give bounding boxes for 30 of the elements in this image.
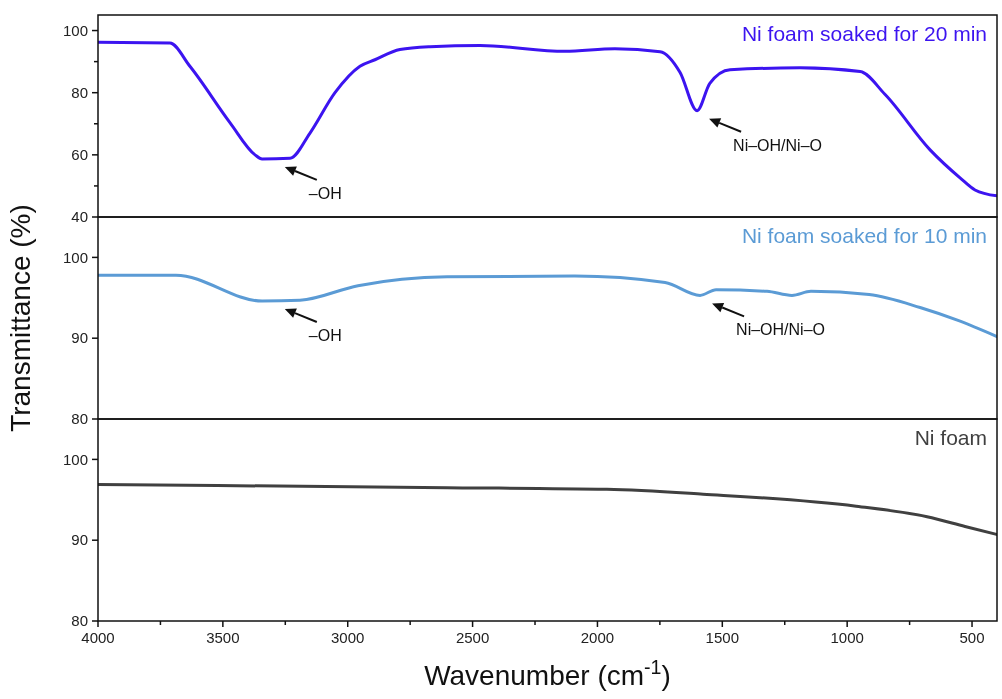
y-tick-label: 60 bbox=[71, 146, 88, 164]
x-tick-label: 4000 bbox=[81, 629, 115, 646]
y-tick-label: 80 bbox=[71, 83, 88, 101]
y-tick-label: 90 bbox=[71, 329, 88, 347]
line-series bbox=[98, 273, 997, 339]
annotation: Ni–OH/Ni–O bbox=[736, 321, 825, 339]
x-tick-label: 3000 bbox=[331, 629, 365, 646]
text: Ni foam soaked for 10 min bbox=[741, 224, 987, 247]
line-series bbox=[98, 40, 997, 198]
x-tick-label: 2500 bbox=[455, 629, 490, 646]
y-tick-label: 100 bbox=[62, 248, 88, 266]
x-tick-label: 1000 bbox=[830, 629, 864, 646]
x-axis-title: Wavenumber (cm$^{-1}$) bbox=[424, 656, 671, 691]
y-axis-title: Transmittance (%) bbox=[5, 204, 36, 432]
series-label: Ni foam soaked for 20 min bbox=[741, 22, 987, 45]
x-tick-label: 1500 bbox=[705, 629, 739, 646]
y-tick-label: 90 bbox=[71, 531, 88, 549]
y-tick-label: 80 bbox=[71, 410, 88, 428]
annotation: –OH bbox=[308, 184, 342, 202]
y-tick-label: 100 bbox=[62, 21, 88, 39]
x-tick-label: 3500 bbox=[206, 629, 240, 646]
x-tick-label: 2000 bbox=[580, 629, 615, 646]
text: Ni foam bbox=[914, 426, 987, 449]
y-tick-label: 100 bbox=[62, 450, 88, 468]
annotation: –OH bbox=[308, 327, 342, 345]
y-tick-label: 80 bbox=[71, 612, 88, 630]
x-tick-label: 500 bbox=[959, 629, 985, 646]
annotation: Ni–OH/Ni–O bbox=[733, 136, 822, 154]
y-tick-label: 40 bbox=[71, 208, 88, 226]
line-series bbox=[98, 482, 997, 537]
